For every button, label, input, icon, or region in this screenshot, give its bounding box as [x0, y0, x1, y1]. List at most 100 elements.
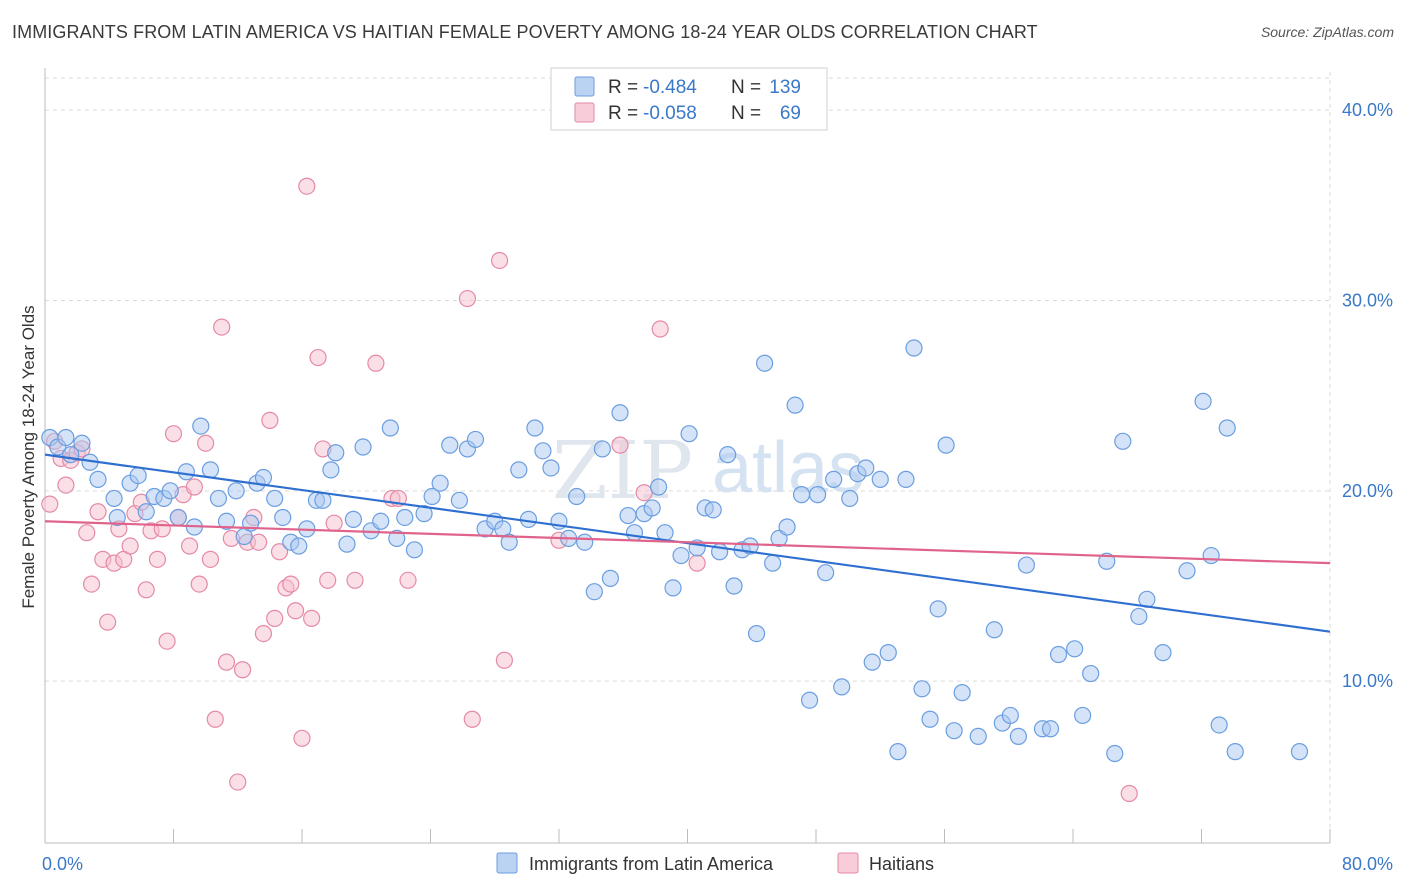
latin-america-point: [466, 430, 485, 449]
latin-america-point: [841, 489, 859, 508]
haitians-point: [185, 478, 203, 496]
latin-america-point: [415, 505, 433, 523]
latin-america-point: [863, 653, 881, 671]
haitians-point: [206, 710, 224, 728]
latin-america-point: [519, 510, 538, 528]
latin-america-point: [105, 489, 123, 508]
haitians-point: [495, 651, 513, 669]
latin-america-point: [643, 499, 661, 517]
latin-america-point: [857, 459, 875, 477]
latin-america-point: [1218, 419, 1236, 437]
latin-america-point: [534, 442, 552, 460]
latin-america-point: [450, 491, 469, 509]
haitians-point: [367, 354, 385, 372]
latin-america-point: [500, 533, 518, 551]
legend-n-label: N =: [731, 77, 761, 98]
haitians-point: [158, 632, 176, 650]
haitians-point: [293, 729, 311, 747]
latin-america-point: [719, 446, 737, 464]
latin-america-point: [809, 486, 827, 504]
latin-america-point: [625, 524, 644, 542]
latin-america-points: [41, 339, 1309, 763]
latin-america-point: [192, 417, 210, 435]
chart-title: IMMIGRANTS FROM LATIN AMERICA VS HAITIAN…: [12, 22, 1038, 42]
latin-america-point: [542, 459, 560, 477]
haitians-point: [153, 520, 171, 538]
latin-america-point: [593, 440, 611, 458]
latin-america-point: [137, 503, 155, 521]
latin-america-point: [568, 487, 586, 506]
y-tick-labels: 10.0% 20.0% 30.0% 40.0%: [1342, 100, 1393, 691]
legend-swatch-haitians: [574, 102, 595, 123]
latin-america-point: [201, 461, 220, 479]
latin-america-point: [344, 510, 362, 528]
legend-n-value-latin-america: 139: [769, 77, 801, 98]
latin-america-point: [817, 564, 835, 582]
haitians-point: [1120, 784, 1138, 803]
legend-r-label: R =: [608, 77, 638, 98]
latin-america-point: [619, 506, 637, 525]
latin-america-point: [161, 482, 179, 500]
latin-america-point: [1106, 744, 1124, 763]
haitians-point: [164, 425, 183, 443]
haitians-point: [463, 710, 481, 728]
legend-n-value-haitians: 69: [780, 103, 801, 124]
haitians-point: [217, 653, 236, 671]
haitians-point: [458, 289, 477, 308]
latin-america-point: [177, 463, 195, 481]
haitians-point: [319, 571, 337, 589]
legend-r-value-haitians: -0.058: [643, 103, 697, 124]
latin-america-point: [929, 600, 947, 618]
x-tick-label-max: 80.0%: [1342, 854, 1393, 874]
legend-r-label: R =: [608, 103, 638, 124]
latin-america-point: [274, 508, 292, 527]
x-tick-label-min: 0.0%: [42, 854, 83, 874]
haitians-point: [233, 661, 252, 679]
latin-america-point: [611, 404, 629, 422]
latin-america-point: [1194, 392, 1212, 410]
haitians-point: [688, 554, 706, 572]
latin-america-point: [1290, 743, 1309, 761]
haitians-point: [57, 476, 75, 494]
haitians-point: [137, 581, 155, 599]
latin-america-point: [526, 419, 544, 437]
bottom-legend-swatch-latin-america: [496, 852, 518, 874]
latin-america-point: [879, 644, 897, 662]
latin-america-point: [945, 722, 963, 740]
latin-america-point: [764, 554, 782, 572]
latin-america-point: [441, 436, 459, 454]
legend-n-label: N =: [731, 103, 761, 124]
series-legend: Immigrants from Latin America Haitians: [496, 852, 934, 874]
haitians-point: [99, 613, 117, 631]
latin-america-point: [725, 577, 743, 595]
bottom-legend-label-haitians: Haitians: [869, 854, 934, 874]
latin-america-point: [672, 546, 690, 565]
latin-america-point: [985, 621, 1003, 639]
latin-america-point: [89, 470, 107, 488]
haitians-point: [303, 609, 321, 627]
watermark-atlas: atlas: [712, 428, 864, 508]
haitians-point: [213, 318, 231, 336]
haitians-point: [651, 320, 669, 338]
haitians-point: [309, 348, 327, 367]
y-tick-label: 10.0%: [1342, 671, 1393, 691]
latin-america-point: [73, 434, 91, 452]
haitians-point: [254, 624, 273, 643]
haitians-point: [261, 411, 279, 429]
latin-america-point: [405, 541, 424, 559]
haitians-point: [282, 575, 300, 593]
haitians-point: [399, 571, 417, 589]
latin-america-point: [327, 444, 345, 462]
haitians-point: [201, 550, 220, 568]
legend-r-value-latin-america: -0.484: [643, 77, 697, 98]
haitians-point: [148, 550, 167, 568]
latin-america-point: [778, 518, 796, 536]
haitians-point: [266, 609, 284, 627]
latin-america-point: [1098, 552, 1116, 570]
latin-america-point: [1041, 720, 1060, 738]
y-tick-label: 20.0%: [1342, 481, 1393, 501]
latin-america-point: [889, 743, 907, 761]
latin-america-point: [396, 508, 414, 527]
haitians-point: [190, 575, 208, 593]
